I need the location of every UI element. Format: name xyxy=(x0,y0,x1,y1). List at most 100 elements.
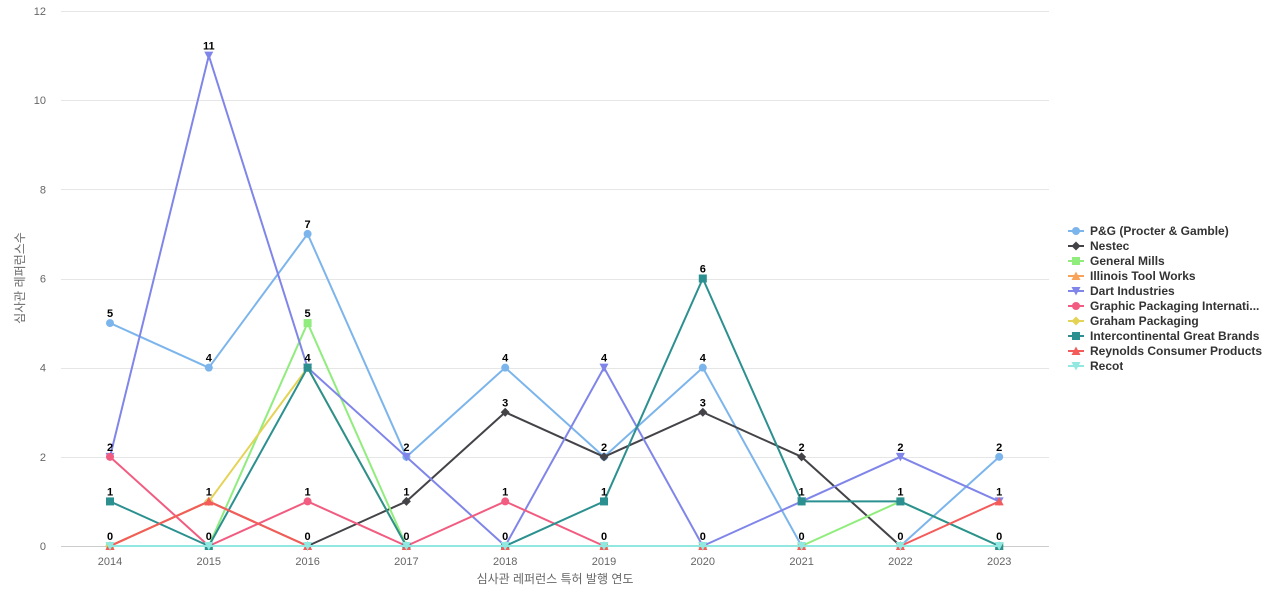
chart-legend: P&G (Procter & Gamble) Nestec General Mill… xyxy=(1068,223,1280,373)
data-point xyxy=(105,542,115,551)
data-label: 1 xyxy=(996,486,1002,498)
x-tick-label: 2021 xyxy=(789,556,813,568)
legend-swatch xyxy=(1068,271,1084,280)
x-axis-ticks: 2014 2015 2016 2017 2018 2019 2020 2021 2022 2023 xyxy=(98,556,1012,568)
legend-swatch xyxy=(1068,361,1084,370)
data-point xyxy=(303,497,312,506)
legend-item-graphic-packaging-internati[interactable]: Graphic Packaging Internati... xyxy=(1068,298,1280,313)
y-tick-label: 8 xyxy=(40,184,46,196)
series-line-nestec xyxy=(109,411,1000,547)
data-point xyxy=(797,542,807,551)
series-recot xyxy=(105,542,1004,551)
data-label: 4 xyxy=(502,353,509,365)
legend-item-dart-industries[interactable]: Dart Industries xyxy=(1068,283,1280,298)
data-label: 2 xyxy=(897,442,903,454)
data-label: 1 xyxy=(206,486,212,498)
y-tick-label: 10 xyxy=(34,95,46,107)
y-axis-ticks: 0 2 4 6 8 10 12 xyxy=(34,6,46,553)
legend-marker xyxy=(1071,241,1081,250)
legend-marker xyxy=(1071,361,1081,370)
legend-marker xyxy=(1071,271,1081,280)
legend-item-nestec[interactable]: Nestec xyxy=(1068,238,1280,253)
data-label: 4 xyxy=(206,353,213,365)
data-point xyxy=(599,452,609,462)
data-point xyxy=(106,452,114,461)
legend-label: Graham Packaging xyxy=(1090,313,1199,328)
legend-label: Graphic Packaging Internati... xyxy=(1090,298,1260,313)
data-point xyxy=(303,363,312,372)
data-label: 2 xyxy=(996,442,1002,454)
data-label: 0 xyxy=(403,531,409,543)
data-point xyxy=(500,542,510,551)
legend-label: Nestec xyxy=(1090,238,1130,253)
data-label: 2 xyxy=(107,442,113,454)
data-point xyxy=(303,542,313,551)
legend-item-illinois-tool-works[interactable]: Illinois Tool Works xyxy=(1068,268,1280,283)
legend-item-graham-packaging[interactable]: Graham Packaging xyxy=(1068,313,1280,328)
legend-marker xyxy=(1071,286,1081,295)
data-point xyxy=(896,497,905,506)
data-label: 0 xyxy=(206,531,212,543)
data-point xyxy=(500,407,510,417)
data-point xyxy=(698,407,708,417)
data-point xyxy=(600,497,608,506)
data-point xyxy=(303,319,312,328)
x-tick-label: 2014 xyxy=(98,556,122,568)
data-point xyxy=(501,363,510,372)
legend-item-intercontinental-great-brands[interactable]: Intercontinental Great Brands xyxy=(1068,328,1280,343)
data-point xyxy=(895,452,905,462)
legend-marker xyxy=(1071,346,1081,355)
legend-label: Illinois Tool Works xyxy=(1090,268,1196,283)
data-label: 1 xyxy=(502,486,508,498)
data-point xyxy=(698,542,708,551)
data-point xyxy=(797,452,807,462)
legend-swatch xyxy=(1068,256,1084,265)
legend-swatch xyxy=(1068,331,1084,340)
chart-gridlines xyxy=(61,11,1049,458)
data-point xyxy=(599,363,609,373)
data-label: 0 xyxy=(502,531,508,543)
legend-item-reynolds-consumer-products[interactable]: Reynolds Consumer Products xyxy=(1068,343,1280,358)
x-tick-label: 2023 xyxy=(987,556,1011,568)
legend-label: Dart Industries xyxy=(1090,283,1175,298)
x-tick-label: 2018 xyxy=(493,556,517,568)
data-label: 2 xyxy=(799,442,805,454)
data-point xyxy=(895,542,905,551)
data-point xyxy=(995,452,1004,461)
data-label: 3 xyxy=(502,397,508,409)
data-label: 4 xyxy=(305,353,312,365)
data-label: 4 xyxy=(700,353,707,365)
y-axis-title: 심사관 레퍼런스수 xyxy=(13,232,27,324)
data-label: 0 xyxy=(897,531,903,543)
series-nestec xyxy=(105,407,1004,551)
data-label: 0 xyxy=(601,531,607,543)
data-label: 2 xyxy=(601,442,607,454)
legend-marker xyxy=(1072,301,1080,310)
data-point xyxy=(204,496,214,506)
data-point xyxy=(698,274,707,283)
data-label: 1 xyxy=(403,486,409,498)
data-label: 1 xyxy=(305,486,311,498)
data-label: 5 xyxy=(305,308,311,320)
data-label: 5 xyxy=(107,308,113,320)
x-tick-label: 2022 xyxy=(888,556,912,568)
y-tick-label: 0 xyxy=(40,541,46,553)
data-point xyxy=(599,542,609,551)
legend-item-p-g-procter-gamble[interactable]: P&G (Procter & Gamble) xyxy=(1068,223,1280,238)
series-line-dart-industries xyxy=(109,54,1000,547)
data-point xyxy=(797,497,806,506)
legend-label: P&G (Procter & Gamble) xyxy=(1090,223,1229,238)
data-label: 1 xyxy=(601,486,607,498)
legend-swatch xyxy=(1068,226,1084,235)
y-tick-label: 2 xyxy=(40,452,46,464)
legend-swatch xyxy=(1068,316,1084,325)
legend-marker xyxy=(1072,226,1080,235)
x-tick-label: 2016 xyxy=(295,556,319,568)
x-tick-label: 2017 xyxy=(394,556,418,568)
data-point xyxy=(303,229,312,238)
data-point xyxy=(106,319,114,328)
legend-item-recot[interactable]: Recot xyxy=(1068,358,1280,373)
data-label: 11 xyxy=(203,41,215,53)
legend-item-general-mills[interactable]: General Mills xyxy=(1068,253,1280,268)
series-line-intercontinental-great-brands xyxy=(109,277,1000,547)
